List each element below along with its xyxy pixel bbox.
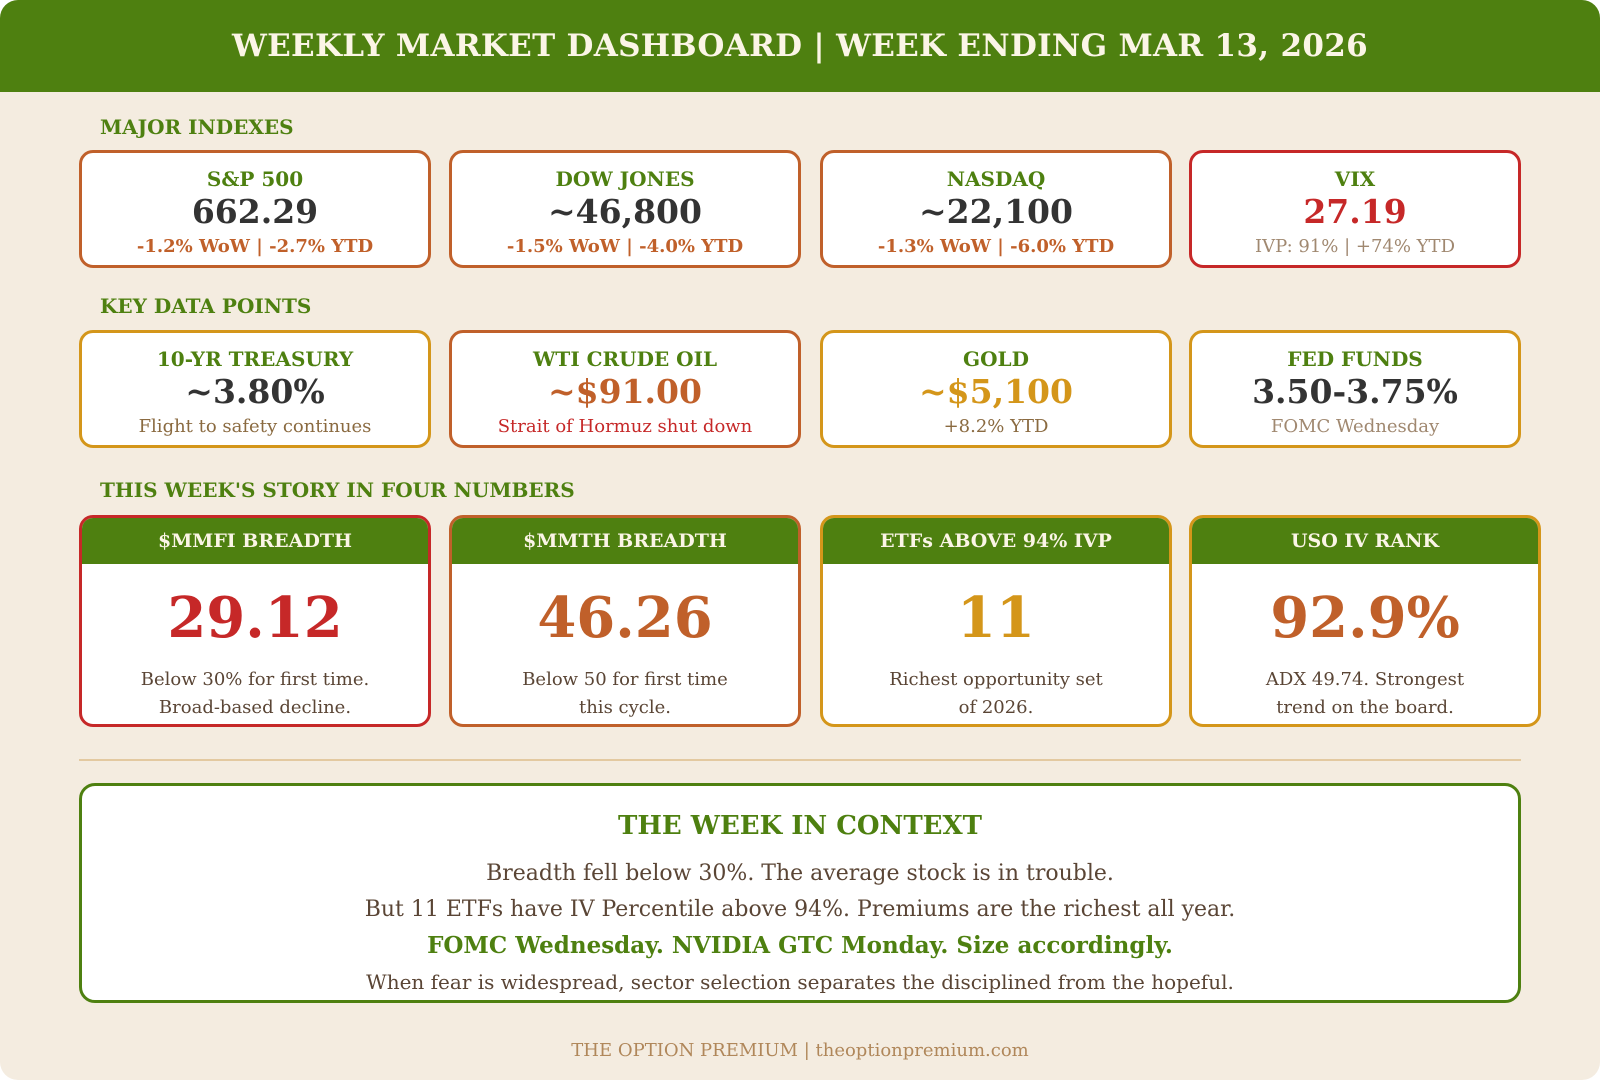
- story-card-header: $MMFI BREADTH: [82, 518, 428, 564]
- card-value: 662.29: [191, 192, 319, 231]
- card-change: -1.3% WoW | -6.0% YTD: [877, 236, 1115, 257]
- story-card-uso-iv-rank: USO IV RANK 92.9% ADX 49.74. Strongest t…: [1189, 515, 1541, 727]
- card-gold: GOLD ~$5,100 +8.2% YTD: [820, 330, 1172, 448]
- card-change: -1.2% WoW | -2.7% YTD: [136, 236, 374, 257]
- context-line-2: But 11 ETFs have IV Percentile above 94%…: [364, 897, 1236, 922]
- story-desc-line2: this cycle.: [578, 697, 671, 718]
- section-label-data-points: KEY DATA POINTS: [100, 294, 312, 318]
- card-dow-jones: DOW JONES ~46,800 -1.5% WoW | -4.0% YTD: [449, 150, 801, 268]
- card-change: IVP: 91% | +74% YTD: [1254, 236, 1455, 257]
- card-note: Flight to safety continues: [138, 416, 372, 437]
- story-desc-line2: Broad-based decline.: [158, 697, 352, 718]
- story-desc-line1: ADX 49.74. Strongest: [1265, 669, 1465, 690]
- story-card-description: Richest opportunity set of 2026.: [823, 666, 1169, 722]
- card-title: NASDAQ: [946, 167, 1046, 191]
- card-fed-funds: FED FUNDS 3.50-3.75% FOMC Wednesday: [1189, 330, 1521, 448]
- card-sp500: S&P 500 662.29 -1.2% WoW | -2.7% YTD: [79, 150, 431, 268]
- card-value: 3.50-3.75%: [1252, 372, 1458, 411]
- card-value: 27.19: [1303, 192, 1407, 231]
- section-divider: [79, 759, 1521, 761]
- header-banner: WEEKLY MARKET DASHBOARD | WEEK ENDING MA…: [0, 0, 1600, 92]
- card-title: WTI CRUDE OIL: [532, 347, 718, 371]
- story-card-mmfi: $MMFI BREADTH 29.12 Below 30% for first …: [79, 515, 431, 727]
- story-card-description: Below 30% for first time. Broad-based de…: [82, 666, 428, 722]
- story-card-etfs-ivp: ETFs ABOVE 94% IVP 11 Richest opportunit…: [820, 515, 1172, 727]
- context-line-4: When fear is widespread, sector selectio…: [366, 970, 1234, 994]
- story-desc-line2: trend on the board.: [1276, 697, 1454, 718]
- card-vix: VIX 27.19 IVP: 91% | +74% YTD: [1189, 150, 1521, 268]
- card-note: FOMC Wednesday: [1270, 416, 1440, 437]
- section-label-story: THIS WEEK'S STORY IN FOUR NUMBERS: [100, 478, 575, 502]
- story-card-description: ADX 49.74. Strongest trend on the board.: [1192, 666, 1538, 722]
- story-desc-line1: Richest opportunity set: [889, 669, 1103, 690]
- card-value: ~3.80%: [185, 372, 325, 411]
- card-value: ~$91.00: [548, 372, 702, 411]
- card-10yr-treasury: 10-YR TREASURY ~3.80% Flight to safety c…: [79, 330, 431, 448]
- section-label-indexes: MAJOR INDEXES: [100, 115, 294, 139]
- context-line-1: Breadth fell below 30%. The average stoc…: [486, 861, 1114, 886]
- story-card-value: 46.26: [537, 585, 713, 651]
- card-title: GOLD: [963, 347, 1029, 371]
- story-desc-line2: of 2026.: [958, 697, 1034, 718]
- footer-credit: THE OPTION PREMIUM | theoptionpremium.co…: [571, 1040, 1029, 1061]
- story-card-value: 92.9%: [1270, 585, 1460, 651]
- card-value: ~46,800: [548, 192, 702, 231]
- card-title: S&P 500: [206, 167, 304, 191]
- card-change: -1.5% WoW | -4.0% YTD: [506, 236, 744, 257]
- card-value: ~$5,100: [919, 372, 1073, 411]
- story-desc-line1: Below 30% for first time.: [140, 669, 370, 690]
- page-title: WEEKLY MARKET DASHBOARD | WEEK ENDING MA…: [232, 28, 1368, 64]
- indexes-row: S&P 500 662.29 -1.2% WoW | -2.7% YTD DOW…: [79, 150, 1521, 268]
- story-desc-line1: Below 50 for first time: [522, 669, 728, 690]
- context-box: THE WEEK IN CONTEXT Breadth fell below 3…: [79, 783, 1521, 1003]
- card-note: Strait of Hormuz shut down: [497, 416, 753, 437]
- card-title: FED FUNDS: [1287, 347, 1423, 371]
- story-card-value: 11: [957, 585, 1035, 651]
- story-row: $MMFI BREADTH 29.12 Below 30% for first …: [79, 515, 1541, 727]
- card-note: +8.2% YTD: [943, 416, 1049, 437]
- story-card-header: USO IV RANK: [1192, 518, 1538, 564]
- card-wti-crude: WTI CRUDE OIL ~$91.00 Strait of Hormuz s…: [449, 330, 801, 448]
- story-card-header: ETFs ABOVE 94% IVP: [823, 518, 1169, 564]
- story-card-value: 29.12: [167, 585, 343, 651]
- context-title: THE WEEK IN CONTEXT: [617, 811, 983, 841]
- card-value: ~22,100: [919, 192, 1073, 231]
- card-title: VIX: [1334, 167, 1376, 191]
- context-line-3: FOMC Wednesday. NVIDIA GTC Monday. Size …: [427, 932, 1173, 959]
- card-title: 10-YR TREASURY: [156, 347, 354, 371]
- card-nasdaq: NASDAQ ~22,100 -1.3% WoW | -6.0% YTD: [820, 150, 1172, 268]
- story-card-header: $MMTH BREADTH: [452, 518, 798, 564]
- card-title: DOW JONES: [555, 167, 695, 191]
- story-card-mmth: $MMTH BREADTH 46.26 Below 50 for first t…: [449, 515, 801, 727]
- story-card-description: Below 50 for first time this cycle.: [452, 666, 798, 722]
- data-points-row: 10-YR TREASURY ~3.80% Flight to safety c…: [79, 330, 1521, 448]
